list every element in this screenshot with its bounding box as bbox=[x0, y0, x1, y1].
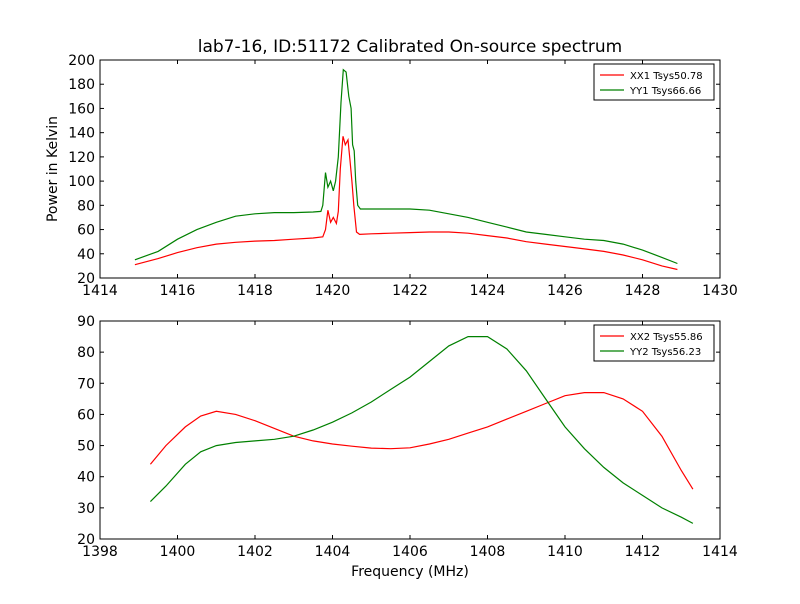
x-tick-label: 1420 bbox=[315, 283, 351, 299]
plot-1: 1414 1416 1418 1420 1422 1424 1426 1428 1430 20 40… bbox=[68, 53, 738, 299]
y-tick-label: 80 bbox=[77, 345, 95, 361]
x-tick-label: 1424 bbox=[470, 283, 506, 299]
x-tick-label: 1414 bbox=[82, 283, 118, 299]
y-tick-label: 90 bbox=[77, 314, 95, 330]
legend-box bbox=[593, 63, 715, 101]
y-tick-label: 80 bbox=[77, 198, 95, 214]
legend-entry: XX1 Tsys50.78 bbox=[630, 71, 703, 82]
y-tick-label: 60 bbox=[77, 223, 95, 239]
plot-2: 1398 1400 1402 1404 1406 1408 1410 1412 1414 20 30… bbox=[77, 314, 738, 560]
x-tick-label: 1414 bbox=[702, 544, 738, 560]
x-tick-label: 1412 bbox=[625, 544, 661, 560]
x-tick-label: 1398 bbox=[82, 544, 118, 560]
chart-title: lab7-16, ID:51172 Calibrated On-source s… bbox=[198, 37, 622, 57]
x-tick-label: 1402 bbox=[237, 544, 273, 560]
x-tick-label: 1416 bbox=[160, 283, 196, 299]
x-tick-label: 1400 bbox=[160, 544, 196, 560]
series-line-2-2 bbox=[149, 336, 694, 524]
x-tick-label: 1406 bbox=[392, 544, 428, 560]
x-tick-label: 1426 bbox=[547, 283, 583, 299]
x-tick-label: 1408 bbox=[470, 544, 506, 560]
y-tick-label: 200 bbox=[68, 53, 95, 69]
legend-2: XX2 Tsys55.86 YY2 Tsys56.23 bbox=[593, 324, 715, 362]
y-tick-label: 30 bbox=[77, 501, 95, 517]
y-tick-label: 40 bbox=[77, 470, 95, 486]
y-tick-label: 120 bbox=[68, 150, 95, 166]
y-tick-label: 20 bbox=[77, 532, 95, 548]
y-tick-label: 40 bbox=[77, 247, 95, 263]
x-tick-label: 1418 bbox=[237, 283, 273, 299]
x-tick-label: 1422 bbox=[392, 283, 428, 299]
y-axis-label-top: Power in Kelvin bbox=[45, 116, 61, 222]
x-axis-label-bottom: Frequency (MHz) bbox=[351, 564, 469, 580]
series-line-1-1 bbox=[134, 136, 678, 271]
y-tick-label: 100 bbox=[68, 174, 95, 190]
y-tick-label: 60 bbox=[77, 407, 95, 423]
legend-entry: XX2 Tsys55.86 bbox=[630, 332, 703, 343]
y-tick-label: 180 bbox=[68, 77, 95, 93]
y-tick-label: 50 bbox=[77, 439, 95, 455]
x-tick-label: 1430 bbox=[702, 283, 738, 299]
y-tick-label: 20 bbox=[77, 271, 95, 287]
legend-entry: YY1 Tsys66.66 bbox=[629, 86, 701, 97]
legend-box bbox=[593, 324, 715, 362]
legend-entry: YY2 Tsys56.23 bbox=[629, 347, 701, 358]
y-tick-label: 160 bbox=[68, 101, 95, 117]
x-tick-label: 1410 bbox=[547, 544, 583, 560]
y-tick-label: 140 bbox=[68, 126, 95, 142]
series-line-1-2 bbox=[134, 68, 678, 265]
x-tick-label: 1428 bbox=[625, 283, 661, 299]
y-tick-label: 70 bbox=[77, 376, 95, 392]
legend-1: XX1 Tsys50.78 YY1 Tsys66.66 bbox=[593, 63, 715, 101]
series-line-2-1 bbox=[149, 392, 694, 490]
x-tick-label: 1404 bbox=[315, 544, 351, 560]
